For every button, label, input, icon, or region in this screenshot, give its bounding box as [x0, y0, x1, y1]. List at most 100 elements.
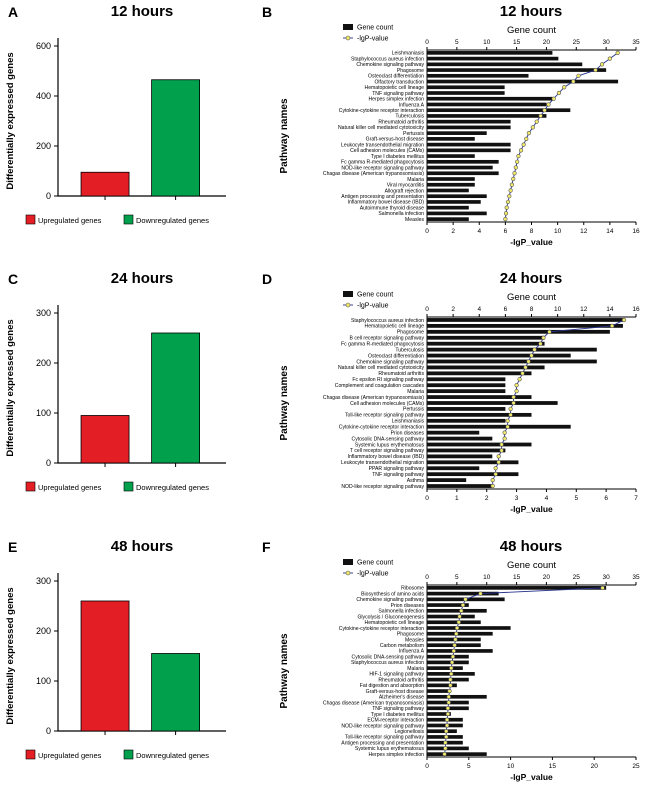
- panel-title-e: 48 hours: [110, 538, 174, 555]
- svg-text:1: 1: [455, 495, 459, 502]
- svg-text:12: 12: [580, 306, 588, 313]
- svg-text:Malaria: Malaria: [407, 177, 424, 183]
- svg-text:Salmonella infection: Salmonella infection: [378, 211, 424, 217]
- svg-text:4: 4: [545, 495, 549, 502]
- svg-text:14: 14: [606, 306, 614, 313]
- svg-text:Toll-like receptor signaling p: Toll-like receptor signaling pathway: [345, 413, 424, 419]
- svg-text:300: 300: [36, 576, 51, 586]
- svg-text:Fc gamma R-mediated phagocytos: Fc gamma R-mediated phagocytosis: [341, 341, 424, 347]
- svg-text:Upregulated genes: Upregulated genes: [38, 483, 102, 492]
- panel-letter-d: D: [262, 271, 273, 287]
- svg-text:Chagas disease (American trypa: Chagas disease (American trypanosomiasis…: [323, 171, 424, 177]
- svg-text:Downregulated genes: Downregulated genes: [136, 216, 209, 225]
- panel-letter-b: B: [262, 4, 273, 20]
- svg-text:Downregulated genes: Downregulated genes: [136, 751, 209, 760]
- svg-text:2: 2: [485, 495, 489, 502]
- panel-letter-c: C: [8, 271, 19, 287]
- svg-text:20: 20: [543, 39, 551, 46]
- deg-bar-chart-24h: 0 100 200 300 Differentially expressed genes…: [5, 305, 226, 492]
- svg-text:Rheumatoid arthritis: Rheumatoid arthritis: [378, 677, 424, 683]
- svg-text:8: 8: [530, 228, 534, 235]
- svg-text:16: 16: [632, 228, 640, 235]
- svg-text:0: 0: [46, 726, 51, 736]
- svg-text:NOD-like receptor signaling pa: NOD-like receptor signaling pathway: [341, 484, 424, 490]
- svg-text:Toll-like receptor signaling p: Toll-like receptor signaling pathway: [345, 735, 424, 741]
- svg-text:Chemokine signaling pathway: Chemokine signaling pathway: [356, 597, 424, 603]
- svg-text:Antigen processing and present: Antigen processing and presentation: [341, 194, 424, 200]
- svg-text:12: 12: [580, 228, 588, 235]
- svg-text:Cytokine-cytokine receptor int: Cytokine-cytokine receptor interaction: [339, 108, 424, 114]
- panel-title-c: 24 hours: [110, 270, 174, 287]
- svg-text:Natural killer cell mediated c: Natural killer cell mediated cytotoxicit…: [338, 125, 425, 131]
- svg-text:6: 6: [504, 228, 508, 235]
- svg-text:400: 400: [36, 91, 51, 101]
- svg-text:Cytokine-cytokine receptor int: Cytokine-cytokine receptor interaction: [339, 626, 424, 632]
- svg-text:Cell adhesion molecules (CAMs): Cell adhesion molecules (CAMs): [350, 148, 424, 154]
- panel-a: 0 200 400 600 Differentially expressed genes…: [0, 0, 240, 267]
- svg-text:100: 100: [36, 408, 51, 418]
- deg-bar-chart-12h: 0 200 400 600 Differentially expressed genes…: [5, 38, 226, 225]
- svg-text:Gene count: Gene count: [507, 560, 556, 571]
- svg-text:15: 15: [513, 39, 521, 46]
- svg-text:2: 2: [451, 228, 455, 235]
- svg-text:Prion diseases: Prion diseases: [391, 603, 425, 609]
- svg-text:Leukocyte transendothelial mig: Leukocyte transendothelial migration: [341, 460, 424, 466]
- panel-c: 0 100 200 300 Differentially expressed genes…: [0, 267, 240, 534]
- svg-text:Pertussis: Pertussis: [403, 131, 424, 137]
- svg-text:Gene count: Gene count: [507, 25, 556, 36]
- panel-letter-a: A: [8, 4, 19, 20]
- svg-text:Type I diabetes mellitus: Type I diabetes mellitus: [371, 154, 425, 160]
- svg-text:0: 0: [425, 39, 429, 46]
- svg-text:Graft-versus-host disease: Graft-versus-host disease: [366, 689, 424, 695]
- svg-text:Cytokine-cytokine receptor int: Cytokine-cytokine receptor interaction: [339, 425, 424, 431]
- svg-text:5: 5: [455, 39, 459, 46]
- svg-text:30: 30: [603, 39, 611, 46]
- svg-text:Staphylococcus aureus infectio: Staphylococcus aureus infection: [351, 660, 424, 666]
- svg-text:Malaria: Malaria: [407, 666, 424, 672]
- svg-text:Complement and coagulation cas: Complement and coagulation cascades: [335, 383, 425, 389]
- svg-text:Chemokine signaling pathway: Chemokine signaling pathway: [356, 359, 424, 365]
- panel-title-a: 12 hours: [110, 3, 174, 20]
- svg-text:Autoimmune thyroid disease: Autoimmune thyroid disease: [360, 205, 424, 211]
- svg-text:Allograft rejection: Allograft rejection: [385, 188, 425, 194]
- svg-text:Chagas disease (American trypa: Chagas disease (American trypanosomiasis…: [323, 395, 424, 401]
- svg-text:Leukocyte transendothelial mig: Leukocyte transendothelial migration: [341, 142, 424, 148]
- svg-text:6: 6: [504, 306, 508, 313]
- svg-text:Fc epsilon RI signaling pathwa: Fc epsilon RI signaling pathway: [352, 377, 424, 383]
- svg-text:Osteoclast differentiation: Osteoclast differentiation: [368, 353, 424, 359]
- svg-text:Type I diabetes mellitus: Type I diabetes mellitus: [371, 712, 425, 718]
- svg-text:10: 10: [554, 228, 562, 235]
- svg-text:Biosynthesis of amino acids: Biosynthesis of amino acids: [361, 591, 424, 597]
- svg-text:Tuberculosis: Tuberculosis: [395, 347, 424, 353]
- svg-text:Antigen processing and present: Antigen processing and presentation: [341, 740, 424, 746]
- svg-text:Upregulated genes: Upregulated genes: [38, 751, 102, 760]
- panel-d: 0 2 4 6 8 10 12 14 16 Gene count 0 1 2 3 4 5 6 7 -lgP_valu…: [240, 267, 650, 534]
- svg-text:10: 10: [483, 574, 491, 581]
- svg-text:Fc gamma R-mediated phagocytos: Fc gamma R-mediated phagocytosis: [341, 160, 424, 166]
- svg-text:Upregulated genes: Upregulated genes: [38, 216, 102, 225]
- svg-text:Glycolysis / Gluconeogenesis: Glycolysis / Gluconeogenesis: [357, 614, 424, 620]
- svg-text:Olfactory transduction: Olfactory transduction: [374, 79, 424, 85]
- svg-text:25: 25: [573, 39, 581, 46]
- svg-text:Gene count: Gene count: [357, 560, 393, 567]
- svg-text:600: 600: [36, 41, 51, 51]
- svg-text:-lgP_value: -lgP_value: [510, 772, 553, 782]
- svg-text:4: 4: [477, 306, 481, 313]
- panel-title-b: 12 hours: [499, 3, 563, 20]
- svg-text:Herpes simplex infection: Herpes simplex infection: [369, 97, 425, 103]
- svg-text:Leishmaniasis: Leishmaniasis: [392, 51, 425, 57]
- svg-text:5: 5: [574, 495, 578, 502]
- svg-text:Malaria: Malaria: [407, 389, 424, 395]
- svg-text:Legionellosis: Legionellosis: [395, 729, 425, 735]
- svg-text:Alzheimer's disease: Alzheimer's disease: [379, 695, 424, 701]
- svg-text:Cytosolic DNA-sensing pathway: Cytosolic DNA-sensing pathway: [352, 436, 425, 442]
- svg-text:Systemic lupus erythematosus: Systemic lupus erythematosus: [355, 442, 425, 448]
- svg-text:Carbon metabolism: Carbon metabolism: [380, 643, 424, 649]
- svg-text:Measles: Measles: [405, 217, 424, 223]
- pathway-chart-48h: 0 5 10 15 20 25 30 35 Gene count 0 5 10 15 20 25 -lgP_v…: [279, 559, 640, 782]
- svg-text:Prion diseases: Prion diseases: [391, 430, 425, 436]
- svg-text:0: 0: [425, 763, 429, 770]
- svg-text:15: 15: [549, 763, 557, 770]
- svg-text:Systemic lupus erythematosus: Systemic lupus erythematosus: [355, 746, 425, 752]
- svg-text:Tuberculosis: Tuberculosis: [395, 114, 424, 120]
